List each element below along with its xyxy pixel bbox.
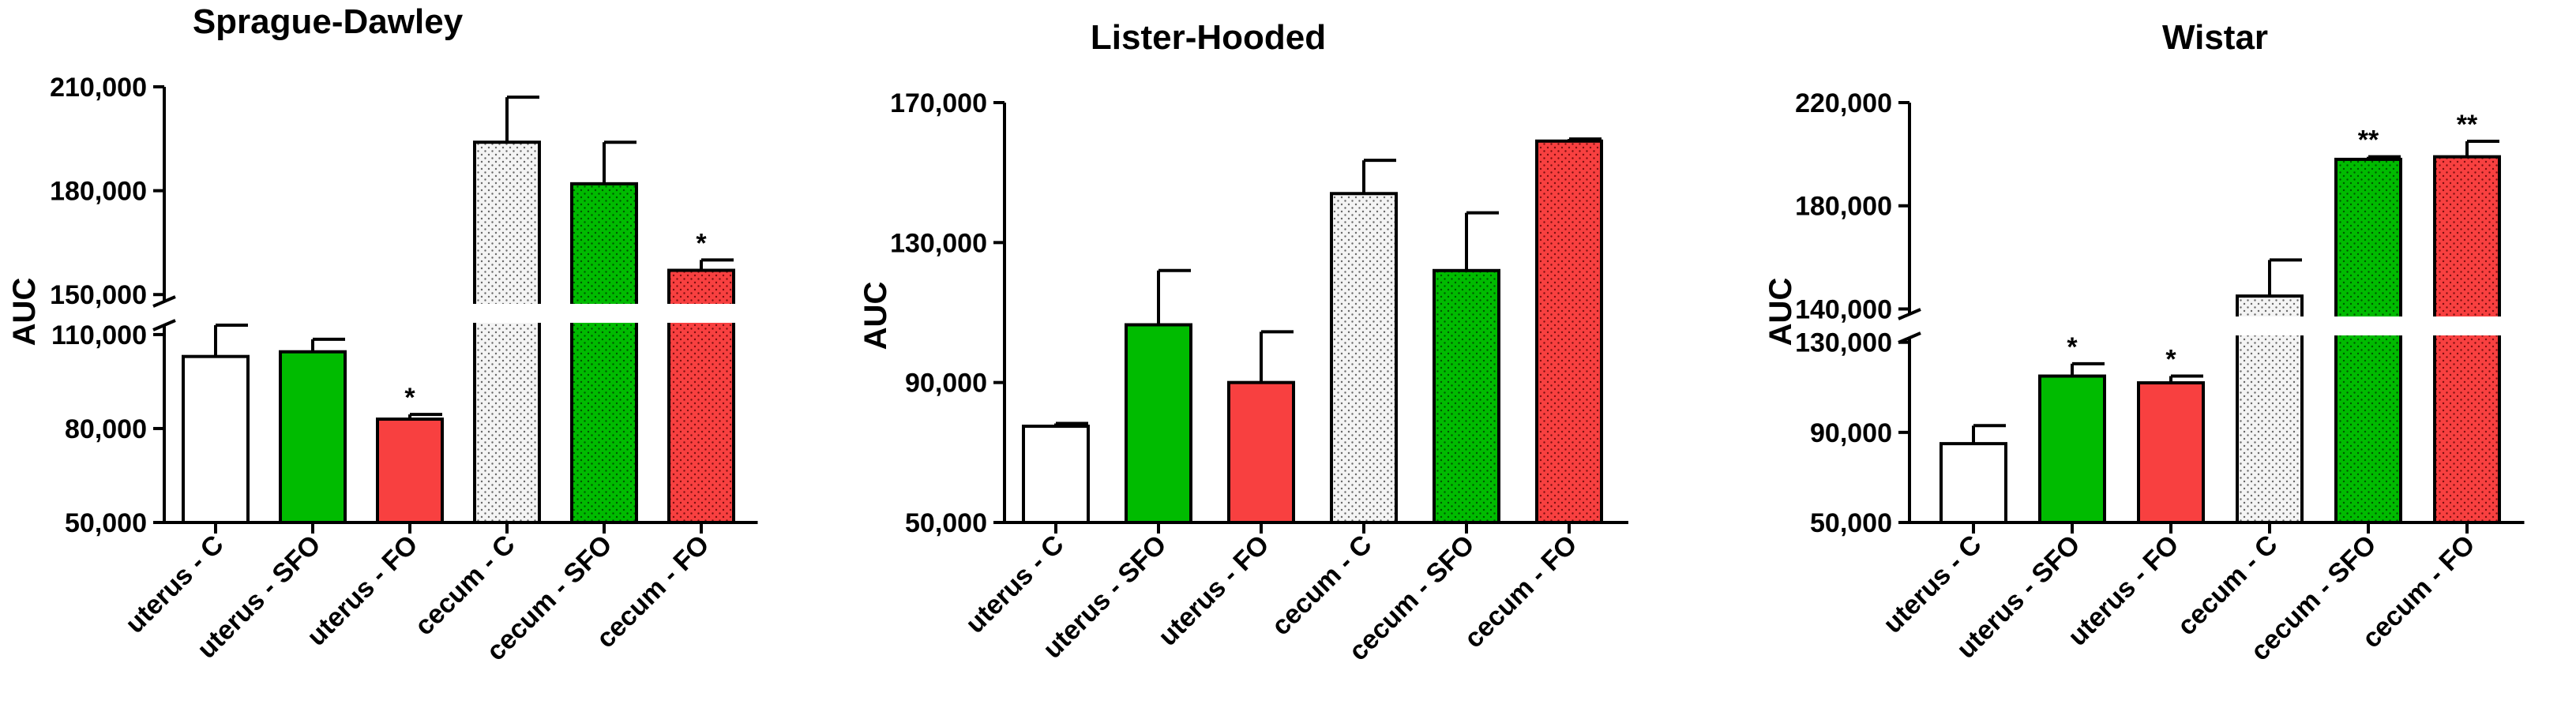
y-tick-label-1-5: 180,000 xyxy=(50,177,147,207)
significance-3-2: * xyxy=(2067,332,2078,362)
panel-2-ylabel: AUC xyxy=(858,282,893,350)
significance-3-5: ** xyxy=(2358,125,2379,155)
bar-2-3 xyxy=(1227,380,1295,524)
break-mark-upper-1 xyxy=(152,295,176,308)
y-tick-label-1-2: 80,000 xyxy=(65,414,147,444)
axis-break-gap-3 xyxy=(1900,316,2531,335)
y-tick-label-2-3: 130,000 xyxy=(890,228,987,258)
panel-wistar: * *****50,00090,000130,000140,000180,0002… xyxy=(1795,88,2531,667)
bar-1-5 xyxy=(570,182,638,524)
bar-3-2 xyxy=(2038,374,2106,525)
significance-1-3: * xyxy=(404,383,415,413)
x-tick-label-2-4: cecum - C xyxy=(1266,530,1378,642)
bar-1-4 xyxy=(473,140,541,524)
panel-3-title: Wistar xyxy=(2162,18,2268,57)
panel-3-ylabel: AUC xyxy=(1763,278,1798,346)
panel-2-title: Lister-Hooded xyxy=(1091,18,1326,57)
break-mark-upper-3 xyxy=(1898,308,1921,320)
y-tick-label-1-3: 110,000 xyxy=(51,320,147,350)
panel-1-ylabel: AUC xyxy=(7,278,42,346)
bar-1-3 xyxy=(376,418,444,524)
bar-3-5 xyxy=(2334,157,2402,524)
bar-1-1 xyxy=(182,354,250,524)
bar-3-3 xyxy=(2137,381,2205,525)
y-tick-label-3-5: 180,000 xyxy=(1795,192,1892,222)
y-tick-label-3-6: 220,000 xyxy=(1795,88,1892,118)
y-tick-label-2-1: 50,000 xyxy=(905,508,987,538)
y-tick-label-3-3: 130,000 xyxy=(1795,328,1892,358)
break-mark-lower-1 xyxy=(152,319,176,331)
x-tick-label-2-3: uterus - FO xyxy=(1153,530,1275,652)
significance-3-6: ** xyxy=(2457,110,2478,140)
significance-1-6: * xyxy=(696,228,707,258)
bar-3-1 xyxy=(1940,442,2007,524)
axis-break-gap-1 xyxy=(155,304,764,323)
y-tick-label-2-2: 90,000 xyxy=(905,369,987,399)
x-tick-label-2-1: uterus - C xyxy=(960,530,1070,639)
bar-2-2 xyxy=(1125,323,1192,524)
significance-3-3: * xyxy=(2165,345,2176,375)
bar-2-6 xyxy=(1535,139,1603,524)
panel-sprague-dawley: * * 50,000 80,000 110,000 150,000 180,000 210,0… xyxy=(50,73,764,667)
bar-2-4 xyxy=(1330,192,1398,524)
y-tick-label-1-4: 150,000 xyxy=(50,280,147,310)
bar-2-1 xyxy=(1022,425,1090,524)
y-tick-label-2-4: 170,000 xyxy=(890,88,987,118)
bar-3-6 xyxy=(2433,155,2501,524)
y-tick-label-3-4: 140,000 xyxy=(1795,294,1892,324)
panel-1-title: Sprague-Dawley xyxy=(193,2,464,41)
y-tick-label-3-2: 90,000 xyxy=(1810,418,1892,448)
bar-2-5 xyxy=(1433,268,1500,524)
bar-1-2 xyxy=(279,350,347,524)
panel-lister-hooded: 50,000 90,000 130,000 170,000 uterus - C uter… xyxy=(890,88,1628,667)
y-tick-label-3-1: 50,000 xyxy=(1810,508,1892,538)
y-tick-label-1-1: 50,000 xyxy=(65,508,147,538)
y-tick-label-1-6: 210,000 xyxy=(50,73,147,103)
